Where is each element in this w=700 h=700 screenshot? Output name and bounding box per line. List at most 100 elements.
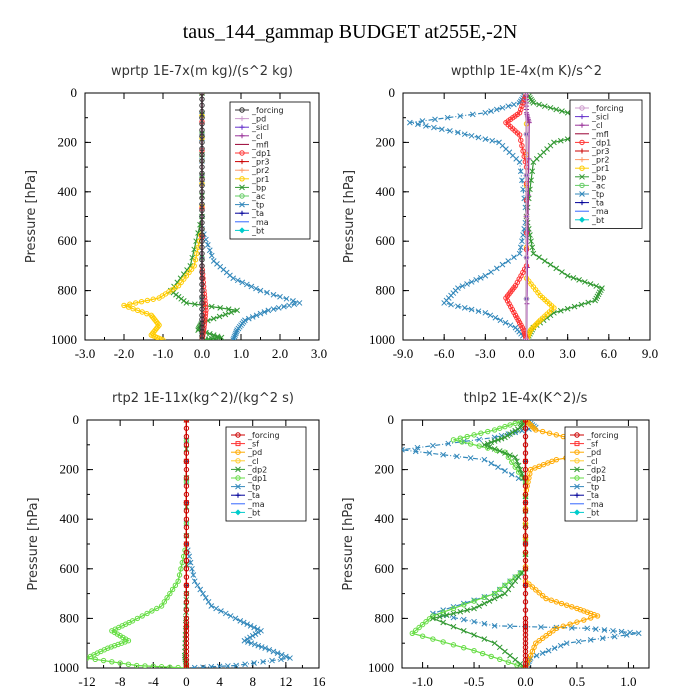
data-point: [587, 637, 594, 643]
x-tick-label: 2.0: [272, 346, 288, 361]
data-point: [419, 118, 426, 124]
legend-entry: _pd: [231, 448, 262, 457]
data-point: [476, 443, 482, 449]
data-point: [281, 303, 287, 310]
data-point: [522, 442, 529, 448]
data-point: [528, 238, 534, 245]
x-tick-label: -6.0: [434, 346, 455, 361]
y-tick-label: 0: [388, 412, 395, 427]
data-point: [468, 132, 475, 139]
data-point: [181, 276, 187, 282]
data-point: [574, 475, 580, 481]
data-point: [523, 131, 530, 137]
data-point: [291, 301, 298, 308]
data-point: [523, 172, 530, 179]
legend: _forcing_sf_pd_cl_dp2_dp1_tp_ta_ma_bt: [564, 426, 638, 522]
legend-label: _pr1: [591, 164, 609, 173]
data-point: [239, 227, 245, 234]
data-point: [507, 431, 513, 437]
panel-4: thlp2 1E-4x(K^2)/s Pressure [hPa] -1.0 -0.5…: [341, 391, 650, 689]
data-point: [430, 636, 436, 642]
data-point: [243, 281, 250, 288]
data-point: [249, 314, 256, 320]
data-point: [569, 604, 575, 610]
data-point: [189, 254, 196, 261]
data-point: [199, 182, 205, 189]
data-point: [199, 294, 205, 300]
data-point: [610, 627, 616, 634]
data-point: [546, 430, 553, 436]
data-point: [270, 306, 277, 312]
data-point: [482, 309, 489, 316]
data-point: [469, 111, 476, 118]
x-tick-label: 0.0: [518, 346, 534, 361]
data-point: [419, 633, 426, 639]
data-point: [278, 651, 285, 658]
data-point: [100, 657, 107, 664]
data-point: [283, 295, 290, 302]
data-point: [481, 456, 488, 463]
data-point: [258, 644, 265, 650]
data-point: [482, 136, 489, 142]
data-point: [536, 590, 542, 596]
data-point: [216, 313, 223, 320]
data-point: [471, 432, 477, 438]
data-point: [553, 432, 560, 438]
legend-label: _pd: [247, 448, 262, 457]
legend-entry: _bt: [235, 226, 264, 235]
x-tick-label: 0.5: [569, 674, 585, 689]
data-point: [247, 622, 254, 629]
data-point: [161, 599, 168, 605]
data-point: [468, 279, 475, 285]
y-tick-label: 600: [60, 561, 80, 576]
data-point: [578, 301, 585, 308]
data-point: [175, 578, 181, 584]
data-point: [579, 114, 585, 120]
data-point: [539, 592, 546, 599]
data-point: [230, 337, 237, 340]
data-point: [450, 614, 457, 621]
legend: _forcing_sf_pd_cl_dp2_dp1_tp_ta_ma_bt: [225, 426, 307, 522]
data-point: [233, 328, 240, 335]
data-point: [468, 306, 475, 313]
data-point: [579, 182, 585, 189]
legend-entry: _ma: [575, 207, 609, 216]
data-point: [581, 617, 587, 623]
legend-entry: _pr3: [575, 147, 609, 156]
legend-label: _pd: [251, 115, 266, 124]
data-point: [290, 298, 296, 304]
data-point: [186, 269, 192, 276]
data-point: [183, 599, 190, 605]
data-point: [149, 608, 155, 614]
data-point: [541, 258, 548, 264]
legend-label: _bt: [591, 216, 604, 225]
data-point: [496, 644, 503, 651]
legend-label: _ta: [586, 491, 599, 500]
data-point: [200, 664, 206, 668]
data-point: [574, 509, 580, 516]
data-point: [471, 647, 477, 654]
data-point: [199, 115, 205, 121]
data-point: [232, 332, 239, 338]
data-point: [461, 645, 467, 651]
data-point: [235, 458, 241, 464]
legend-box: [564, 426, 638, 522]
data-point: [183, 300, 190, 306]
data-point: [249, 632, 256, 639]
data-point: [461, 602, 467, 608]
data-point: [199, 158, 205, 164]
data-point: [199, 195, 205, 201]
data-point: [461, 305, 468, 311]
data-point: [559, 108, 565, 114]
data-point: [235, 492, 241, 498]
legend-label: _pr1: [251, 175, 269, 184]
data-point: [522, 566, 529, 572]
data-point: [134, 615, 141, 622]
data-point: [118, 640, 125, 646]
data-point: [522, 475, 529, 481]
data-point: [208, 603, 215, 609]
data-point: [199, 139, 205, 146]
data-point: [496, 448, 503, 454]
data-point: [180, 271, 187, 277]
data-point: [109, 659, 115, 665]
